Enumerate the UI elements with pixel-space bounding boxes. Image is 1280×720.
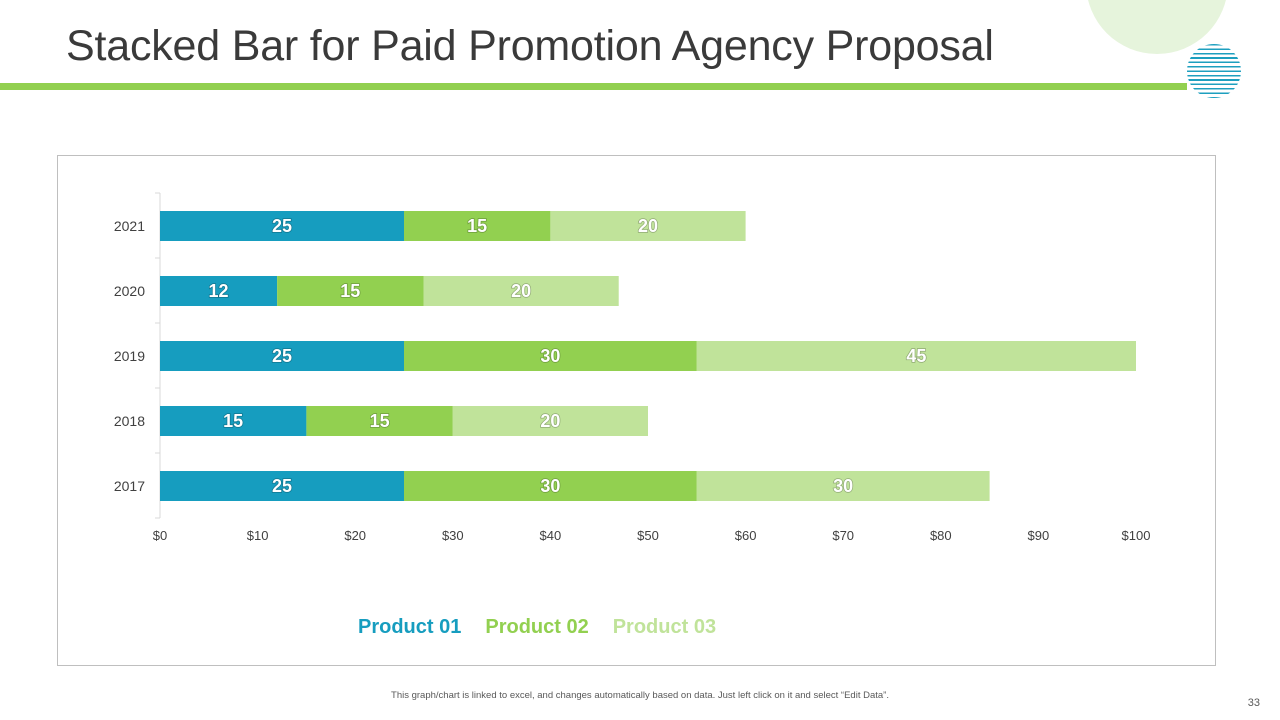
legend-entry: Product 03 <box>612 616 717 638</box>
data-label: 30 <box>833 476 853 496</box>
data-label: 15 <box>467 216 487 236</box>
data-label: 25 <box>272 346 292 366</box>
data-label: 25 <box>272 476 292 496</box>
bar-segment-3 <box>423 276 619 306</box>
data-label: 30 <box>540 346 560 366</box>
data-label: 20 <box>540 411 560 431</box>
y-tick-label: 2019 <box>114 348 145 364</box>
data-label: 15 <box>340 281 360 301</box>
data-label: 12 <box>209 281 229 301</box>
bar-segment-1 <box>160 276 278 306</box>
chart-legend: Product 01 Product 02 Product 03 <box>358 616 716 639</box>
bar-segment-3 <box>696 341 1136 371</box>
bar-segment-2 <box>404 341 697 371</box>
title-underline <box>0 83 1187 90</box>
bar-segment-1 <box>160 341 404 371</box>
bar-segment-1 <box>160 471 404 501</box>
data-label: 45 <box>906 346 926 366</box>
x-tick-label: $50 <box>637 528 659 543</box>
x-tick-label: $90 <box>1028 528 1050 543</box>
page-number: 33 <box>1247 697 1260 709</box>
data-label: 20 <box>638 216 658 236</box>
bar-segment-3 <box>696 471 990 501</box>
legend-entry: Product 02 <box>485 616 589 638</box>
data-label: 30 <box>540 476 560 496</box>
x-tick-label: $100 <box>1122 528 1151 543</box>
legend-entry: Product 01 <box>358 616 462 638</box>
y-tick-label: 2018 <box>114 413 145 429</box>
data-label: 20 <box>511 281 531 301</box>
x-tick-label: $80 <box>930 528 952 543</box>
x-tick-label: $0 <box>153 528 167 543</box>
data-label: 25 <box>272 216 292 236</box>
x-tick-label: $70 <box>832 528 854 543</box>
page-title: Stacked Bar for Paid Promotion Agency Pr… <box>66 22 994 70</box>
bar-segment-2 <box>404 471 697 501</box>
x-tick-label: $40 <box>540 528 562 543</box>
bar-segment-1 <box>160 406 307 436</box>
footnote: This graph/chart is linked to excel, and… <box>391 690 889 701</box>
bar-segment-2 <box>404 211 551 241</box>
x-tick-label: $20 <box>344 528 366 543</box>
data-label: 15 <box>223 411 243 431</box>
striped-circle-icon <box>1187 44 1241 98</box>
data-label: 15 <box>370 411 390 431</box>
bar-segment-3 <box>452 406 648 436</box>
bar-segment-1 <box>160 211 404 241</box>
x-tick-label: $60 <box>735 528 757 543</box>
bar-segment-3 <box>550 211 746 241</box>
x-tick-label: $10 <box>247 528 269 543</box>
chart-frame[interactable]: 2021 25 15 20 2020 12 15 20 2019 25 30 45 2018 15 15 20… <box>57 155 1216 666</box>
x-tick-label: $30 <box>442 528 464 543</box>
y-tick-label: 2020 <box>114 283 145 299</box>
y-tick-label: 2017 <box>114 478 145 494</box>
bar-segment-2 <box>306 406 453 436</box>
y-tick-label: 2021 <box>114 218 145 234</box>
bar-segment-2 <box>277 276 424 306</box>
